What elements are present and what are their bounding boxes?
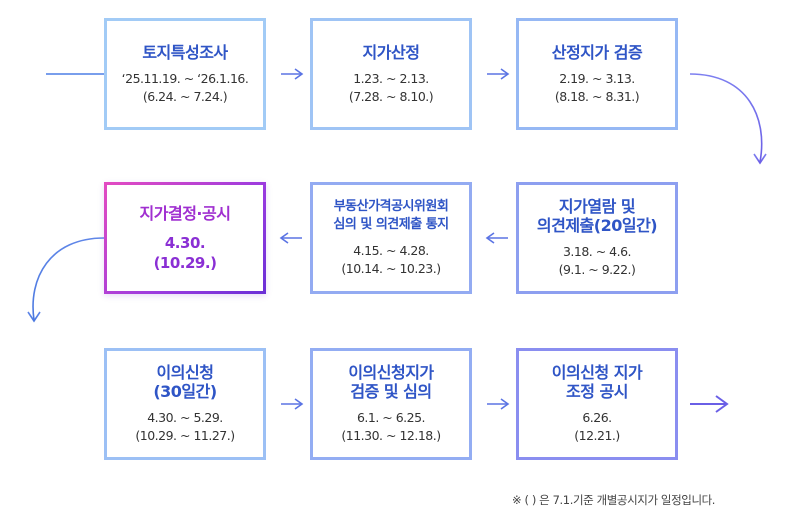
arrow-final-output — [690, 395, 729, 413]
step-price-verification: 산정지가 검증 2.19. ~ 3.13. (8.18. ~ 8.31.) — [516, 18, 678, 130]
arrow-step2-to-step3 — [487, 68, 510, 80]
step-title: 지가결정·공시 — [139, 203, 231, 223]
step-objection-verification-review: 이의신청지가 검증 및 심의 6.1. ~ 6.25. (11.30. ~ 12… — [310, 348, 472, 460]
step-dates: 3.18. ~ 4.6. (9.1. ~ 9.22.) — [558, 244, 636, 277]
step-price-inspection-opinion: 지가열람 및 의견제출(20일간) 3.18. ~ 4.6. (9.1. ~ 9… — [516, 182, 678, 294]
step-dates: 2.19. ~ 3.13. (8.18. ~ 8.31.) — [554, 70, 640, 104]
step-title: 부동산가격공시위원회 심의 및 의견제출 통지 — [333, 199, 449, 232]
step-dates: 4.30. ~ 5.29. (10.29. ~ 11.27.) — [135, 410, 235, 443]
step-committee-review-notice: 부동산가격공시위원회 심의 및 의견제출 통지 4.15. ~ 4.28. (1… — [310, 182, 472, 294]
step-title: 이의신청 지가 조정 공시 — [551, 363, 643, 401]
step-dates: ‘25.11.19. ~ ‘26.1.16. (6.24. ~ 7.24.) — [121, 70, 249, 104]
step-price-decision-announcement: 지가결정·공시 4.30. (10.29.) — [104, 182, 266, 294]
arrow-step4-to-step5 — [485, 232, 508, 244]
step-objection-adjustment-announcement: 이의신청 지가 조정 공시 6.26. (12.21.) — [516, 348, 678, 460]
step-title: 지가열람 및 의견제출(20일간) — [536, 197, 658, 235]
step-land-price-calculation: 지가산정 1.23. ~ 2.13. (7.28. ~ 8.10.) — [310, 18, 472, 130]
step-objection-filing: 이의신청 (30일간) 4.30. ~ 5.29. (10.29. ~ 11.2… — [104, 348, 266, 460]
step-title: 지가산정 — [362, 42, 420, 62]
step-dates: 4.30. (10.29.) — [153, 233, 217, 272]
schedule-footnote: ※ ( ) 은 7.1.기준 개별공시지가 일정입니다. — [512, 493, 716, 507]
arrow-step8-to-step9 — [487, 398, 510, 410]
step-title: 이의신청지가 검증 및 심의 — [348, 363, 434, 401]
step-title: 산정지가 검증 — [551, 42, 643, 62]
curve-arrow-left — [27, 237, 105, 323]
step-dates: 6.1. ~ 6.25. (11.30. ~ 12.18.) — [341, 410, 441, 443]
step-dates: 4.15. ~ 4.28. (10.14. ~ 10.23.) — [341, 243, 441, 276]
step-title: 이의신청 (30일간) — [153, 363, 217, 401]
step-land-characteristics-survey: 토지특성조사 ‘25.11.19. ~ ‘26.1.16. (6.24. ~ 7… — [104, 18, 266, 130]
arrow-step7-to-step8 — [281, 398, 304, 410]
step-title: 토지특성조사 — [142, 42, 228, 62]
arrow-step1-to-step2 — [281, 68, 304, 80]
step-dates: 6.26. (12.21.) — [574, 410, 620, 443]
curve-arrow-right — [689, 73, 767, 165]
step-dates: 1.23. ~ 2.13. (7.28. ~ 8.10.) — [348, 70, 434, 104]
arrow-step5-to-step6 — [279, 232, 302, 244]
